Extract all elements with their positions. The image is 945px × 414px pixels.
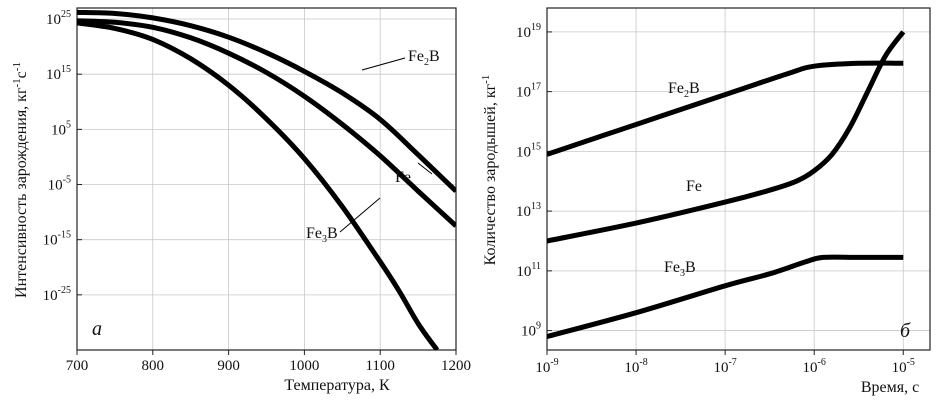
y-tick-label: 109 (521, 321, 541, 340)
x-tick-label: 10-8 (624, 357, 647, 376)
y-tick-label: 1017 (516, 82, 541, 101)
series-label-fe3b: Fe3B (664, 259, 696, 279)
y-tick-label: 10-5 (48, 175, 71, 194)
x-tick-label: 10-5 (892, 357, 915, 376)
x-tick-label: 10-7 (713, 357, 736, 376)
series-label-fe2b: Fe2B (668, 80, 700, 100)
series-label-fe: Fe (395, 169, 411, 186)
x-tick-label-800: 800 (142, 358, 165, 374)
y-tick-label: 10-25 (43, 285, 71, 304)
plot-frame (76, 7, 457, 351)
x-tick-label-900: 900 (217, 358, 240, 374)
x-axis-label: Температура, К (284, 377, 390, 394)
series-label-fe3b: Fe3B (306, 225, 338, 245)
panel-label-a: а (92, 318, 102, 340)
x-tick-label: 10-6 (803, 357, 826, 376)
panel-b-chart: 10-9 10-8 10-7 10-6 10-5 1019 1017 1015 1013 1011… (480, 7, 931, 396)
x-tick-label-1200: 1200 (441, 358, 471, 374)
y-tick-label: 10-15 (43, 230, 71, 249)
y-axis-label: Количество зародышей, кг-1 (480, 75, 499, 266)
series-line-fe (77, 18, 456, 228)
series-line-fe2b (77, 9, 456, 193)
y-tick-label: 1015 (46, 64, 71, 83)
y-axis-label: Интенсивность зарождения, кг-1с-1 (11, 62, 30, 298)
x-tick-label-700: 700 (66, 358, 89, 374)
panel-label-b: б (900, 320, 911, 342)
series-line-fe (547, 30, 906, 244)
series-line-fe3b (77, 20, 440, 350)
x-tick-label: 10-9 (535, 357, 558, 376)
y-tick-label: 1013 (516, 201, 541, 220)
series-group (77, 9, 456, 350)
series-label-fe2b: Fe2B (408, 48, 440, 68)
plot-frame (546, 7, 931, 351)
y-tick-label: 1019 (516, 22, 541, 41)
series-line-fe3b (547, 254, 904, 340)
leader-fe (417, 162, 433, 175)
leader-fe3b (339, 197, 381, 233)
series-line-fe2b (547, 60, 904, 157)
x-axis-label: Время, с (861, 379, 919, 396)
x-tick-label-1100: 1100 (365, 358, 394, 374)
y-tick-label: 1015 (516, 141, 541, 160)
leader-fe2b (361, 57, 406, 71)
series-label-fe: Fe (686, 178, 702, 195)
y-tick-label: 1011 (516, 261, 541, 280)
y-tick-label: 1025 (46, 9, 71, 28)
x-tick-label-1000: 1000 (289, 358, 319, 374)
series-group (547, 30, 906, 340)
y-tick-label: 105 (51, 119, 71, 138)
panel-a-chart: 700 800 900 1000 1100 1200 1025 1015 105 10-5 10-1… (11, 7, 471, 394)
